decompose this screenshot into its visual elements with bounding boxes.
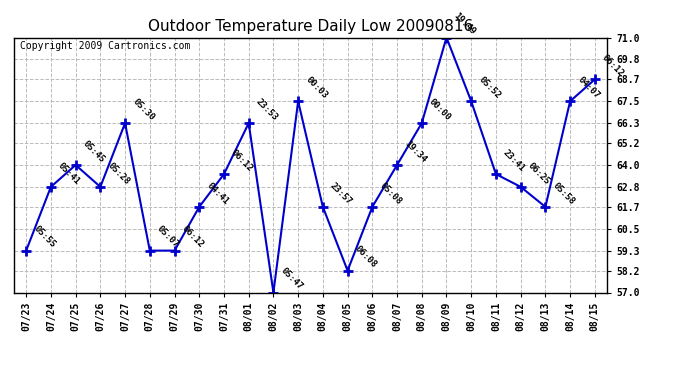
Text: 05:52: 05:52: [477, 75, 502, 100]
Text: 06:12: 06:12: [600, 53, 626, 79]
Text: 05:41: 05:41: [57, 161, 82, 186]
Text: 00:03: 00:03: [304, 75, 329, 100]
Text: 05:55: 05:55: [32, 225, 57, 250]
Text: 06:25: 06:25: [526, 161, 551, 186]
Text: 05:45: 05:45: [81, 139, 106, 164]
Text: 05:47: 05:47: [279, 266, 304, 292]
Text: 05:07: 05:07: [155, 225, 181, 250]
Text: 23:57: 23:57: [328, 181, 354, 206]
Text: 19:49: 19:49: [452, 11, 477, 37]
Text: 05:58: 05:58: [551, 181, 576, 206]
Text: 23:53: 23:53: [254, 97, 279, 122]
Text: 06:12: 06:12: [180, 225, 206, 250]
Text: 06:12: 06:12: [230, 148, 255, 173]
Text: Copyright 2009 Cartronics.com: Copyright 2009 Cartronics.com: [20, 41, 190, 51]
Text: 04:07: 04:07: [575, 75, 601, 100]
Text: 05:28: 05:28: [106, 161, 131, 186]
Text: 05:08: 05:08: [378, 181, 403, 206]
Text: 05:30: 05:30: [130, 97, 156, 122]
Text: 19:34: 19:34: [402, 139, 428, 164]
Text: 04:41: 04:41: [205, 181, 230, 206]
Text: 00:00: 00:00: [427, 97, 453, 122]
Text: 06:08: 06:08: [353, 244, 379, 270]
Title: Outdoor Temperature Daily Low 20090816: Outdoor Temperature Daily Low 20090816: [148, 18, 473, 33]
Text: 23:41: 23:41: [502, 148, 527, 173]
